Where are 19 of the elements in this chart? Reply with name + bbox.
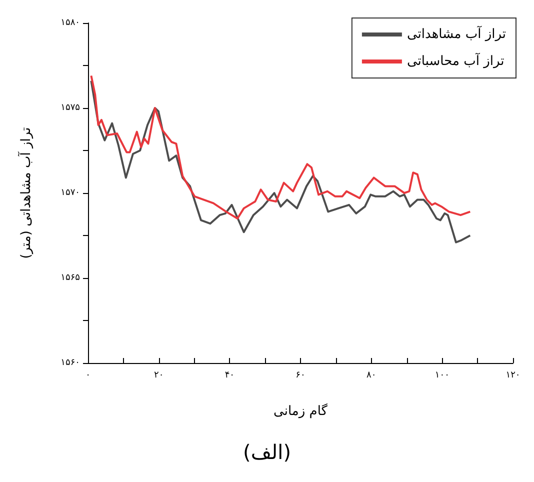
y-axis-title: تراز آب مشاهداتی (متر) — [17, 126, 34, 259]
x-tick-label: ۰ — [86, 370, 90, 380]
text: (الف) — [243, 440, 292, 464]
line-series — [90, 80, 472, 244]
x-tick-label: ۸۰ — [366, 370, 376, 380]
y-tick-label: ۱۵۶۰ — [60, 358, 80, 368]
line-series — [90, 74, 472, 220]
legend-label: تراز آب محاسباتی — [406, 52, 505, 69]
x-tick-label: ۱۲۰ — [506, 370, 520, 380]
x-axis-title: گام زمانی — [274, 403, 328, 419]
x-tick-label: ۱۰۰ — [434, 370, 450, 380]
x-tick-label: ۲۰ — [154, 370, 164, 380]
y-tick-label: ۱۵۷۵ — [60, 103, 80, 113]
x-tick-label: ۴۰ — [224, 370, 235, 380]
x-tick-label: ۶۰ — [296, 370, 306, 380]
y-tick-label: ۱۵۷۰ — [60, 188, 80, 198]
y-tick-label: ۱۵۸۰ — [60, 18, 80, 28]
y-tick-label: ۱۵۶۵ — [60, 273, 80, 283]
legend-label: تراز آب مشاهداتی — [406, 25, 506, 42]
